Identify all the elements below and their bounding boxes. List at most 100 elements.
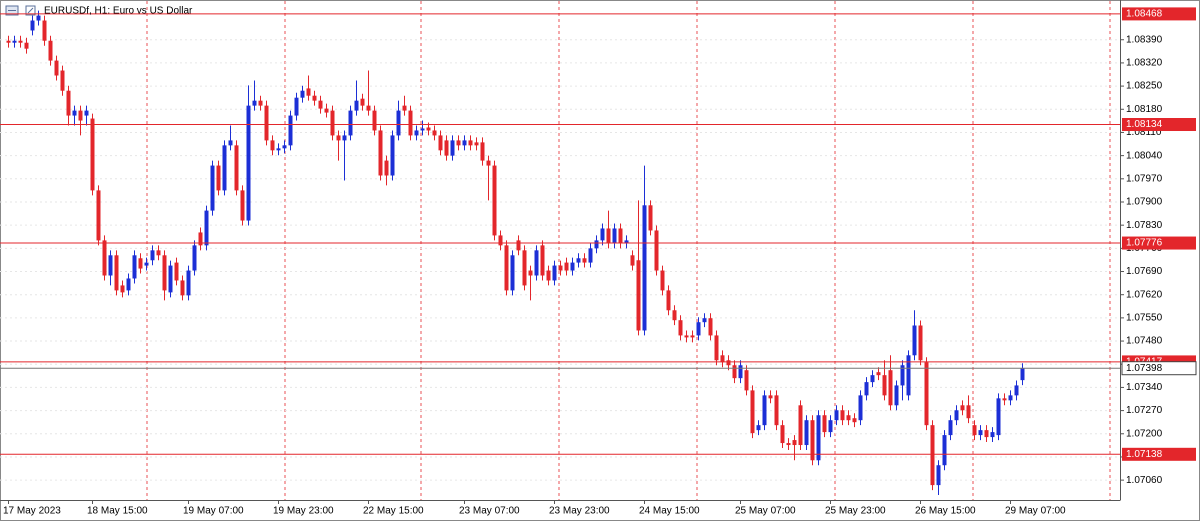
candle-body [816, 415, 821, 461]
level-label: 1.07138 [1126, 449, 1163, 460]
candle-body [960, 405, 965, 411]
candle-body [456, 140, 461, 146]
candle-body [978, 430, 983, 436]
level-label-box [1122, 236, 1196, 250]
candle-body [90, 118, 95, 191]
candle-body [156, 250, 161, 256]
candle-body [714, 335, 719, 361]
candle-body [72, 110, 77, 116]
candle-body [210, 165, 215, 211]
candle-body [990, 432, 995, 438]
candle-body [186, 270, 191, 296]
candle-body [378, 130, 383, 176]
candle-body [582, 258, 587, 263]
candle-body [720, 355, 725, 363]
candle-body [366, 105, 371, 111]
y-tick-label: 1.07480 [1126, 336, 1163, 347]
candle-body [606, 228, 611, 244]
candle-body [312, 95, 317, 101]
level-label-box [1122, 447, 1196, 461]
candle-body [840, 410, 845, 421]
candle-body [930, 425, 935, 486]
candle-body [462, 140, 467, 146]
candle-body [318, 100, 323, 109]
candle-body [924, 362, 929, 426]
candle-body [288, 115, 293, 146]
candle-body [306, 88, 311, 96]
candle-body [48, 40, 53, 61]
candle-body [444, 140, 449, 156]
candle-body [522, 250, 527, 286]
candle-body [510, 255, 515, 291]
candle-body [768, 395, 773, 399]
candle-body [228, 140, 233, 146]
x-tick-label: 19 May 23:00 [273, 506, 334, 517]
candle-body [864, 382, 869, 396]
x-tick-label: 23 May 23:00 [549, 506, 610, 517]
candle-body [270, 140, 275, 151]
candle-body [426, 127, 431, 131]
candle-body [942, 435, 947, 466]
candle-body [618, 228, 623, 244]
candle-body [810, 420, 815, 461]
y-tick-label: 1.08320 [1126, 58, 1163, 69]
candle-body [96, 190, 101, 241]
candle-body [42, 20, 47, 41]
candle-body [108, 255, 113, 276]
candle-body [240, 190, 245, 221]
candle-body [1020, 368, 1025, 381]
candle-body [348, 110, 353, 136]
candle-body [54, 60, 59, 76]
candle-body [636, 260, 641, 331]
bid-label-box [1121, 361, 1197, 376]
candle-body [786, 443, 791, 446]
candle-body [654, 230, 659, 271]
candle-body [276, 148, 281, 151]
candle-body [372, 110, 377, 131]
candle-body [690, 335, 695, 338]
candle-body [414, 130, 419, 136]
candle-body [390, 135, 395, 176]
candle-body [834, 410, 839, 421]
candle-body [78, 110, 83, 121]
y-tick-label: 1.07620 [1126, 289, 1163, 300]
y-tick-label: 1.08390 [1126, 34, 1163, 45]
level-label: 1.07776 [1126, 238, 1163, 249]
candle-body [552, 265, 557, 281]
candle-body [630, 255, 635, 266]
level-label: 1.08134 [1126, 119, 1163, 130]
candle-body [264, 105, 269, 141]
x-tick-label: 25 May 23:00 [825, 506, 886, 517]
candle-body [906, 355, 911, 396]
y-tick-label: 1.08180 [1126, 104, 1163, 115]
candle-body [756, 425, 761, 431]
y-tick-label: 1.07970 [1126, 173, 1163, 184]
x-tick-label: 26 May 15:00 [915, 506, 976, 517]
candle-body [252, 100, 257, 106]
candle-body [1008, 395, 1013, 401]
candle-body [384, 160, 389, 176]
candle-body [330, 110, 335, 136]
candle-body [594, 240, 599, 249]
candle-body [36, 15, 41, 21]
candle-body [150, 250, 155, 261]
candle-body [792, 440, 797, 446]
y-tick-label: 1.07340 [1126, 382, 1163, 393]
y-tick-label: 1.07830 [1126, 220, 1163, 231]
chart-title: EURUSDf, H1: Euro vs US Dollar [44, 6, 193, 17]
candle-body [198, 232, 203, 246]
candle-body [1002, 398, 1007, 401]
candle-body [438, 135, 443, 151]
candle-body [114, 255, 119, 291]
candle-body [558, 265, 563, 271]
icon [27, 7, 34, 14]
y-tick-label: 1.08250 [1126, 81, 1163, 92]
candle-body [1014, 385, 1019, 396]
candle-body [882, 375, 887, 396]
candle-body [540, 245, 545, 276]
candle-body [858, 395, 863, 421]
candle-body [492, 165, 497, 236]
candle-body [294, 97, 299, 116]
